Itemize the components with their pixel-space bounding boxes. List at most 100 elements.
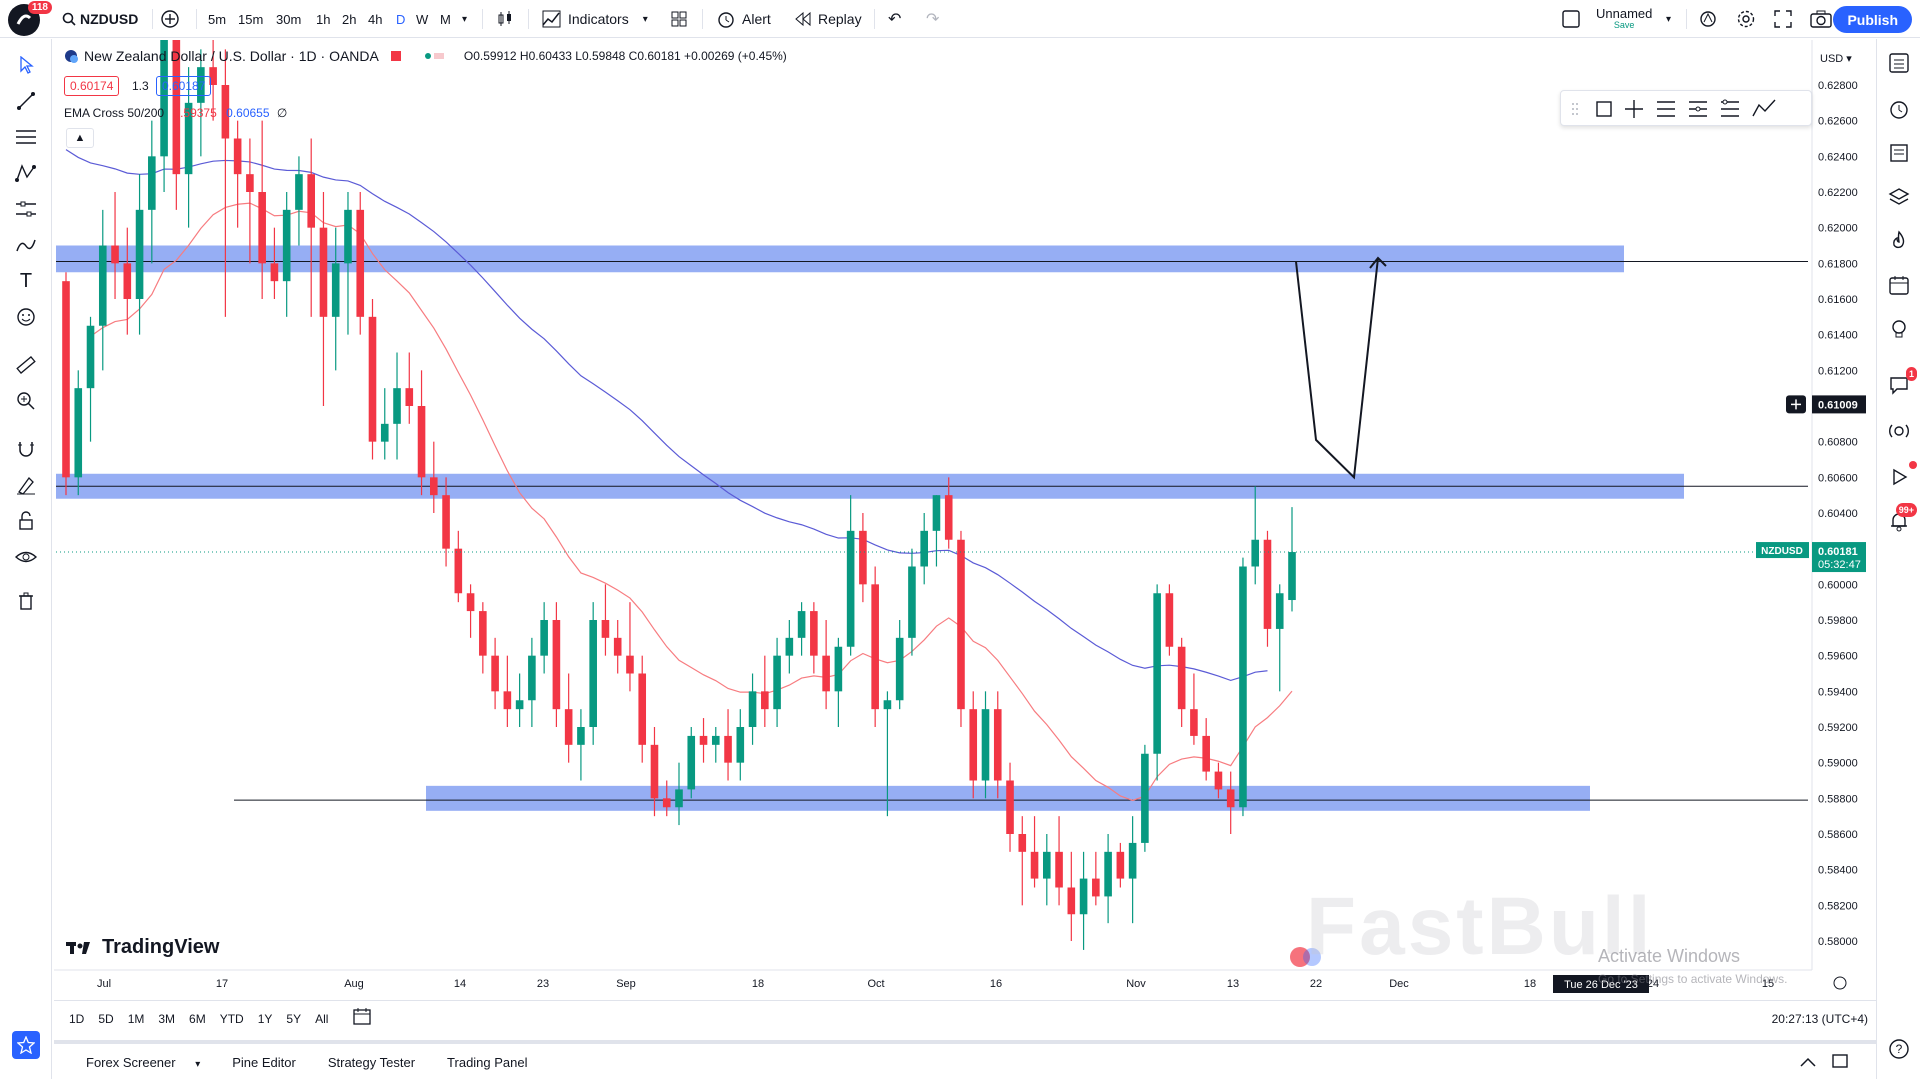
eye-icon[interactable] [12, 543, 40, 571]
time-tick-label: Oct [867, 978, 884, 990]
publish-button[interactable]: Publish [1833, 6, 1912, 33]
chevron-up-icon[interactable] [1800, 1055, 1816, 1070]
rectangle-tool-icon[interactable] [1596, 101, 1612, 117]
help-icon[interactable]: ? [1885, 1035, 1913, 1063]
interval-w[interactable]: W [416, 11, 429, 27]
interval-15m[interactable]: 15m [238, 11, 264, 27]
range-5y[interactable]: 5Y [286, 1011, 302, 1026]
symbol-title[interactable]: New Zealand Dollar / U.S. Dollar · 1D · … [84, 48, 379, 64]
user-avatar[interactable]: 118 [8, 1, 52, 36]
text-tool-icon[interactable]: T [19, 269, 33, 292]
candle [111, 192, 119, 299]
notifications-bell-icon[interactable]: 99+ [1885, 503, 1917, 535]
price-tick-label: 0.58200 [1818, 900, 1858, 912]
crosshair-price-badge [1812, 395, 1866, 414]
range-1m[interactable]: 1M [127, 1011, 145, 1026]
horizontal-lines-icon[interactable] [12, 123, 40, 151]
undo-icon[interactable]: ↶ [888, 11, 902, 28]
crosshair-tool-icon[interactable] [1625, 100, 1643, 118]
drag-handle-icon[interactable] [1572, 103, 1578, 115]
replay-button[interactable]: Replay [794, 0, 862, 38]
ema-legend[interactable]: EMA Cross 50/200 0.59375 0.60655 ∅ [64, 106, 287, 120]
interval-4h[interactable]: 4h [368, 11, 383, 27]
data-window-icon[interactable] [1885, 139, 1913, 167]
compare-add-button[interactable] [160, 0, 180, 38]
dot-badge [1909, 461, 1917, 469]
range-5d[interactable]: 5D [98, 1011, 114, 1026]
fullscreen-icon[interactable] [1774, 0, 1792, 38]
stay-in-drawing-mode-icon[interactable] [12, 471, 40, 499]
range-ytd[interactable]: YTD [219, 1011, 244, 1026]
lock-icon[interactable] [12, 507, 40, 535]
layout-chevron-down-icon[interactable]: ▾ [1666, 13, 1672, 25]
watchlist-icon[interactable] [1885, 49, 1913, 77]
candle [172, 40, 181, 210]
fib-retracement-icon[interactable] [1689, 101, 1707, 117]
layout-name-button[interactable]: Unnamed Save [1596, 0, 1652, 38]
maximize-panel-icon[interactable] [1832, 1053, 1848, 1071]
range-1d[interactable]: 1D [69, 1011, 85, 1026]
streams-icon[interactable] [1885, 417, 1913, 445]
price-tick-label: 0.61600 [1818, 294, 1858, 306]
range-6m[interactable]: 6M [189, 1011, 206, 1026]
trash-icon[interactable] [12, 587, 40, 615]
sell-price-button[interactable]: 0.60174 [64, 76, 120, 96]
tab-forex-screener[interactable]: Forex Screener ▾ [54, 1055, 216, 1070]
path-tool-icon[interactable] [1752, 99, 1776, 117]
layouts-button[interactable] [670, 0, 688, 38]
tab-pine-editor[interactable]: Pine Editor [232, 1054, 296, 1070]
candles-icon [498, 11, 511, 26]
candle [1239, 557, 1247, 817]
magnet-icon[interactable] [12, 435, 40, 463]
clock-timezone[interactable]: 20:27:13 (UTC+4) [1771, 1011, 1868, 1026]
quick-search-icon[interactable] [1698, 0, 1718, 38]
symbol-search-button[interactable]: NZDUSD [62, 0, 138, 38]
range-all[interactable]: All [315, 1011, 329, 1026]
interval-2h[interactable]: 2h [342, 11, 357, 27]
ideas-bulb-icon[interactable] [1885, 315, 1913, 343]
hotlist-flame-icon[interactable] [1885, 227, 1913, 255]
candle [846, 495, 855, 656]
gann-box-icon[interactable] [1721, 99, 1739, 117]
forecast-tools-icon[interactable] [12, 195, 40, 223]
cursor-icon[interactable] [12, 51, 40, 79]
zoom-in-icon[interactable] [12, 387, 40, 415]
settings-gear-icon[interactable] [1736, 0, 1756, 38]
redo-icon[interactable]: ↷ [926, 11, 940, 28]
indicators-button[interactable]: Indicators ▾ [542, 0, 648, 38]
range-3m[interactable]: 3M [158, 1011, 176, 1026]
alert-button[interactable]: Alert [716, 0, 771, 38]
price-chart[interactable]: 0.62800 0.62600 0.62400 0.62200 0.62000 0.618… [54, 40, 1876, 1060]
goto-date-calendar-icon[interactable] [353, 1007, 372, 1030]
ruler-icon[interactable] [12, 351, 40, 379]
tab-strategy-tester[interactable]: Strategy Tester [327, 1054, 416, 1070]
candle-body [417, 406, 426, 478]
emoji-icon[interactable] [12, 303, 40, 331]
layers-icon[interactable] [1885, 183, 1913, 211]
add-alert-plus-icon[interactable] [1786, 395, 1806, 414]
alerts-clock-icon[interactable] [1885, 95, 1913, 123]
layout-checkbox-icon[interactable] [1562, 0, 1580, 38]
range-1y[interactable]: 1Y [257, 1011, 273, 1026]
interval-d[interactable]: D [396, 11, 406, 27]
interval-30m[interactable]: 30m [276, 11, 302, 27]
candle-body [1042, 851, 1051, 879]
brush-icon[interactable] [12, 231, 40, 259]
interval-m[interactable]: M [440, 11, 451, 27]
favorites-star-icon[interactable] [12, 1031, 40, 1059]
interval-dropdown-chevron-icon[interactable]: ▾ [462, 13, 468, 25]
camera-snapshot-icon[interactable] [1810, 0, 1832, 38]
collapse-legend-chevron-up-icon[interactable]: ▲ [66, 128, 94, 148]
trend-line-icon[interactable] [12, 87, 40, 115]
chart-type-button[interactable] [496, 0, 514, 38]
parallel-channel-icon[interactable] [1657, 101, 1675, 117]
interval-1h[interactable]: 1h [316, 11, 331, 27]
tab-trading-panel[interactable]: Trading Panel [447, 1054, 528, 1070]
interval-5m[interactable]: 5m [208, 11, 227, 27]
chat-icon[interactable]: 1 [1885, 367, 1917, 399]
currency-selector[interactable]: USD ▾ [1820, 53, 1852, 65]
play-icon[interactable] [1885, 461, 1917, 491]
calendar-icon[interactable] [1885, 271, 1913, 299]
pattern-icon[interactable] [12, 159, 40, 187]
buy-price-button[interactable]: 0.60187 [156, 76, 212, 96]
